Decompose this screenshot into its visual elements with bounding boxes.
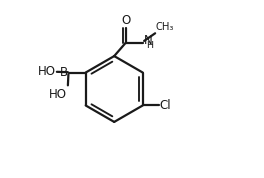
Text: N: N bbox=[143, 34, 152, 48]
Text: HO: HO bbox=[37, 65, 55, 78]
Text: HO: HO bbox=[49, 88, 67, 101]
Text: O: O bbox=[121, 14, 130, 27]
Text: CH₃: CH₃ bbox=[156, 22, 174, 32]
Text: Cl: Cl bbox=[160, 99, 171, 112]
Text: B: B bbox=[60, 66, 68, 79]
Text: H: H bbox=[146, 41, 153, 49]
